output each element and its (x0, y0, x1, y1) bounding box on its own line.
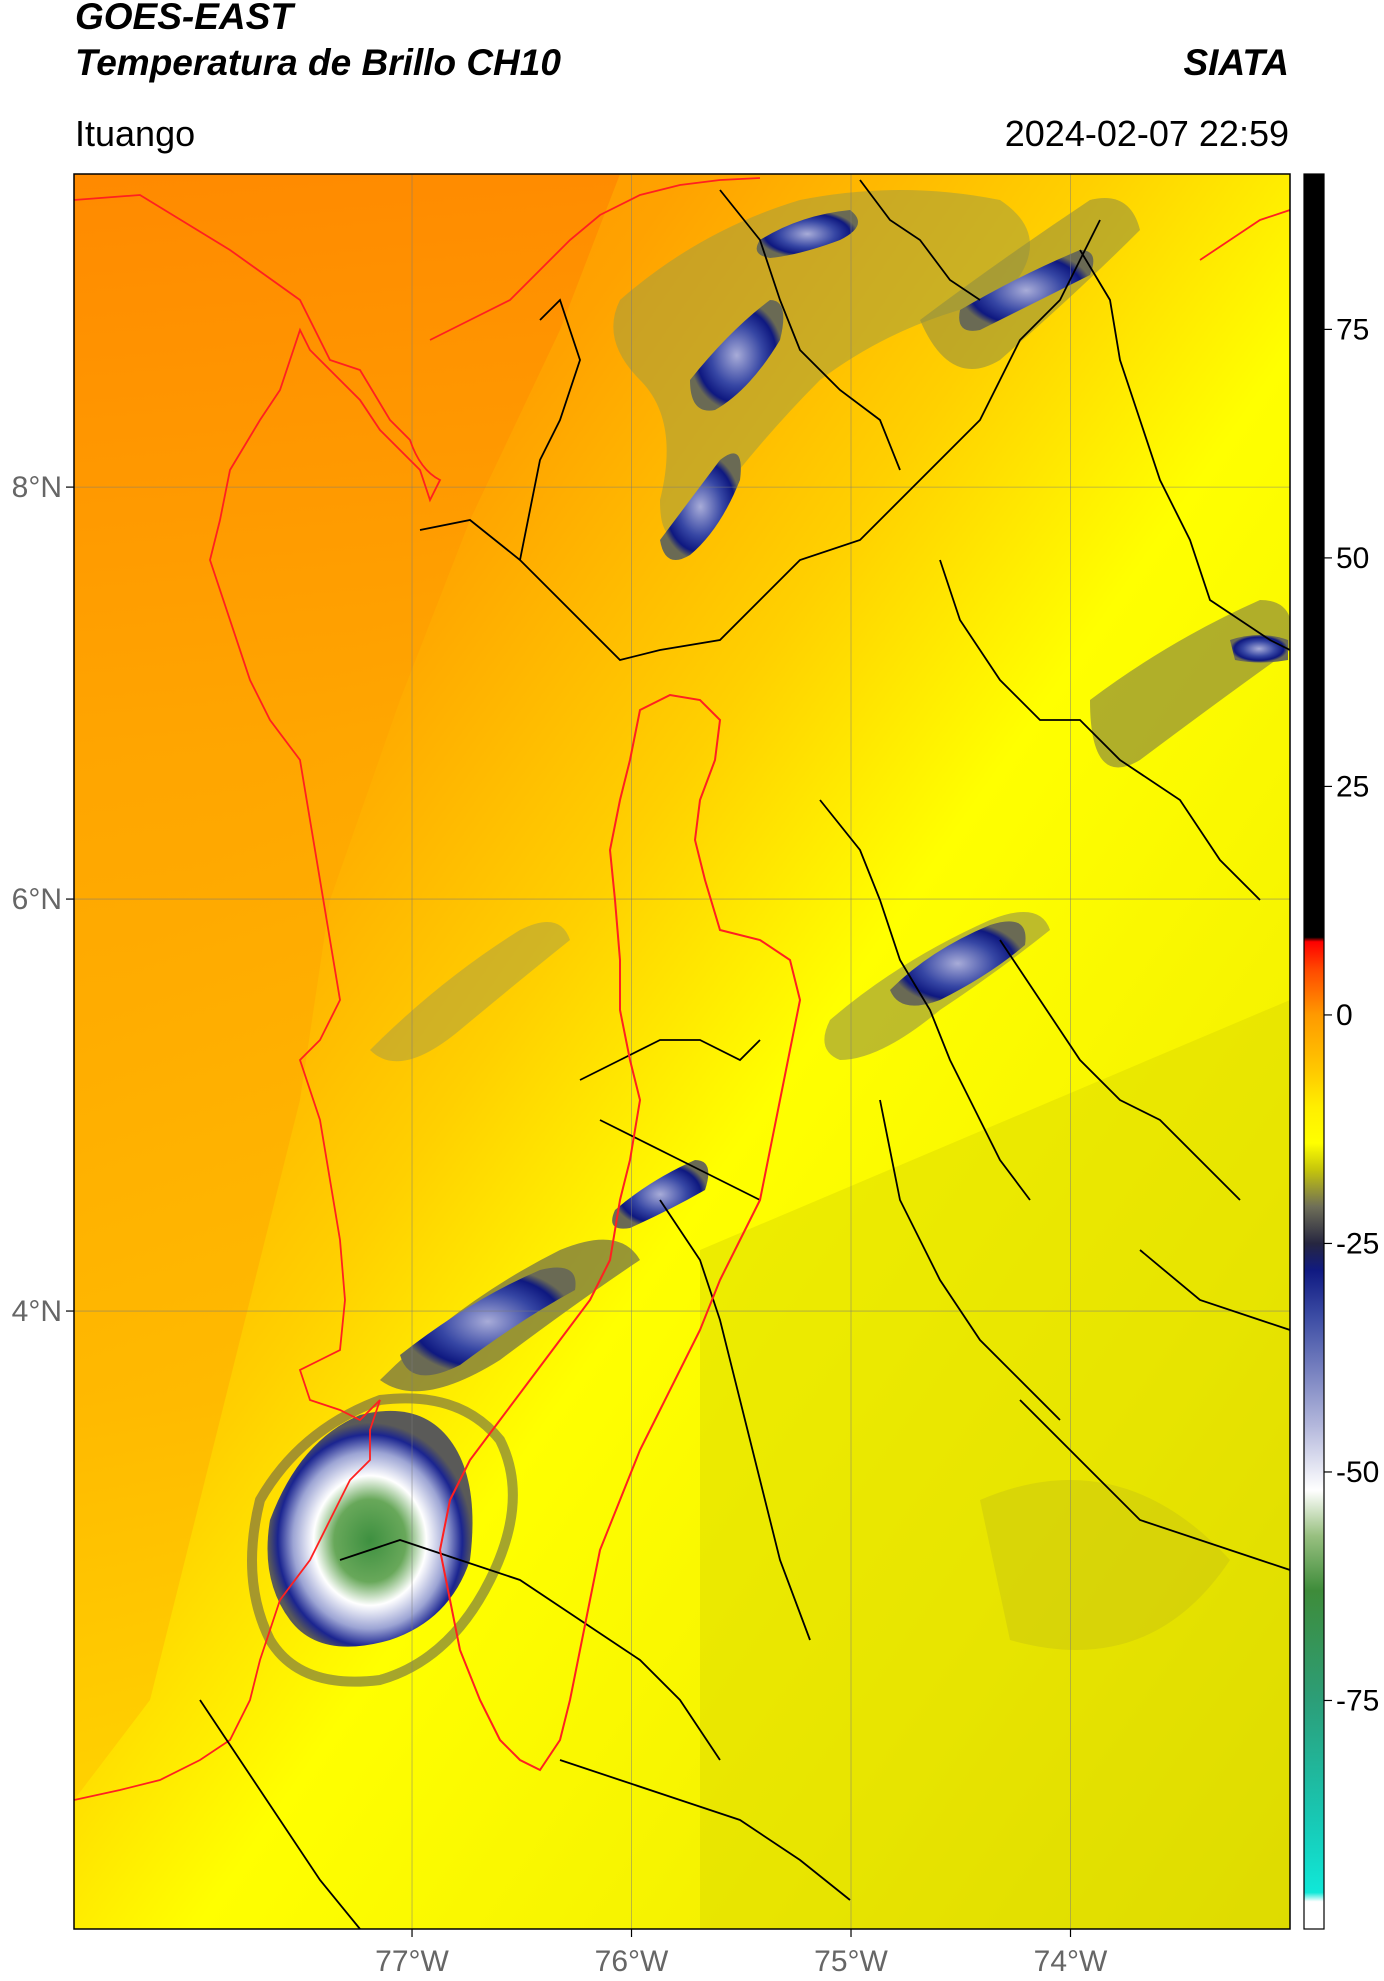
plot-frame (73, 173, 1291, 1930)
border-sucre-bolivar (719, 189, 901, 471)
border-east-plains (1139, 1249, 1290, 1331)
x-axis: 77°W 76°W 75°W 74°W (375, 1929, 1108, 1978)
colorbar: 75 50 25 0 -25 -50 -75 (1303, 173, 1379, 1930)
cold-cell-valley (612, 1160, 709, 1229)
cold-cell-southwest (400, 1267, 576, 1376)
colorbar-ticks: 75 50 25 0 -25 -50 -75 (1324, 313, 1379, 1717)
border-antioquia-choco (419, 219, 1101, 661)
cold-cell-north-3 (756, 210, 858, 258)
coastline-caribbean (429, 177, 761, 341)
border-cordoba (519, 298, 581, 561)
satellite-title: GOES-EAST (75, 0, 293, 37)
department-borders (199, 179, 1290, 1929)
cold-cell-north-2 (690, 300, 784, 411)
ituango-basin-outline (438, 693, 802, 1772)
y-tick-label-2: 4°N (12, 1295, 62, 1328)
colorbar-frame (1303, 173, 1325, 1930)
border-huila (559, 1759, 851, 1901)
colorbar-tick-label-3: 0 (1336, 999, 1353, 1032)
x-tick-label-0: 77°W (375, 1945, 449, 1978)
agency-label: SIATA (1183, 42, 1289, 83)
region-label: Ituango (75, 113, 196, 154)
colorbar-tick-label-4: -25 (1336, 1227, 1379, 1260)
border-cauca-south (199, 1699, 361, 1929)
x-tick-label-1: 76°W (595, 1945, 669, 1978)
colorbar-gradient (1304, 174, 1324, 1929)
border-santander (939, 559, 1261, 901)
colorbar-tick-label-6: -75 (1336, 1684, 1379, 1717)
x-tick-label-3: 74°W (1034, 1945, 1108, 1978)
y-tick-label-0: 8°N (12, 471, 62, 504)
product-title: Temperatura de Brillo CH10 (75, 42, 561, 83)
convective-storm (267, 1410, 473, 1647)
border-risaralda (599, 1119, 761, 1201)
cold-cell-central (890, 921, 1026, 1006)
colorbar-tick-label-5: -50 (1336, 1456, 1379, 1489)
y-axis: 8°N 6°N 4°N (12, 471, 74, 1328)
colorbar-tick-label-2: 25 (1336, 770, 1369, 803)
coastline-northeast (1199, 209, 1290, 261)
gridlines (74, 174, 1290, 1929)
cold-cell-north-1 (660, 453, 741, 560)
border-boyaca (999, 939, 1241, 1201)
southeast-shadow-region (980, 1480, 1230, 1650)
border-magdalena (859, 179, 981, 301)
cloud-streaks-west (370, 922, 570, 1062)
pacific-warm-region (74, 174, 620, 1800)
colorbar-tick-label-1: 50 (1336, 542, 1369, 575)
x-tick-label-2: 75°W (814, 1945, 888, 1978)
map-area (74, 174, 1290, 1929)
border-tolima (659, 1199, 811, 1641)
y-tick-label-1: 6°N (12, 883, 62, 916)
cloud-band-north (613, 190, 1030, 536)
border-antioquia-east (819, 799, 1031, 1201)
border-cesar (1079, 249, 1290, 651)
border-cundinamarca (879, 1099, 1061, 1421)
datetime-label: 2024-02-07 22:59 (1004, 113, 1289, 154)
border-valle-cauca (339, 1539, 721, 1761)
coastline (74, 194, 442, 1801)
border-meta (1019, 1399, 1290, 1571)
border-caldas (579, 1039, 761, 1081)
cold-cell-north-4 (959, 250, 1094, 331)
cold-cell-east (1230, 635, 1288, 663)
southeast-cool-region (700, 1000, 1290, 1929)
colorbar-tick-label-0: 75 (1336, 313, 1369, 346)
